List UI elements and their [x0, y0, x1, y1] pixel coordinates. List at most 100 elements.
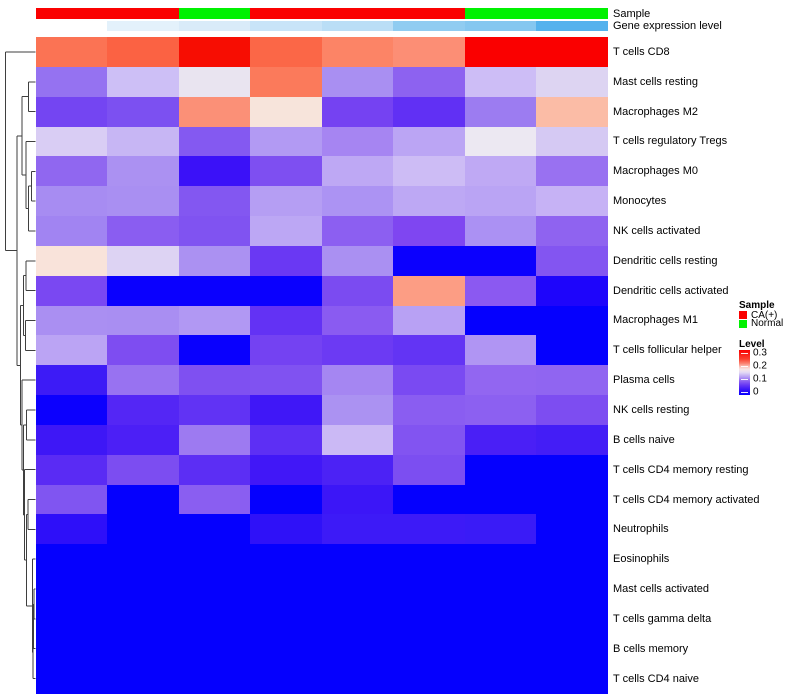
heatmap-row — [35, 424, 608, 456]
heatmap-cell — [536, 544, 608, 575]
heatmap-cell — [536, 216, 608, 247]
heatmap-cell — [321, 216, 394, 247]
heatmap-cell — [107, 544, 179, 575]
heatmap-cell — [35, 603, 108, 635]
annotation-cell — [178, 20, 251, 31]
heatmap-cell — [35, 245, 108, 277]
colorbar-tick — [741, 379, 748, 381]
row-label: Mast cells resting — [613, 75, 698, 88]
heatmap-cell — [536, 66, 608, 98]
row-label: Dendritic cells resting — [613, 254, 718, 267]
heatmap-cell — [107, 514, 179, 545]
legend-swatch — [739, 311, 747, 319]
heatmap-cell — [393, 156, 465, 187]
heatmap-cell — [250, 216, 322, 247]
heatmap-cell — [178, 514, 251, 545]
heatmap-cell — [464, 424, 537, 456]
row-label: Monocytes — [613, 195, 667, 208]
heatmap-cell — [321, 305, 394, 336]
heatmap-cell — [178, 186, 251, 217]
heatmap-row — [35, 603, 608, 635]
heatmap-cell — [321, 365, 394, 396]
heatmap-cell — [321, 484, 394, 515]
heatmap-cell — [393, 66, 465, 98]
heatmap-row — [35, 66, 608, 98]
heatmap-cell — [464, 96, 537, 127]
heatmap-cell — [321, 424, 394, 456]
heatmap-cell — [178, 245, 251, 277]
heatmap-cell — [536, 96, 608, 127]
heatmap-cell — [35, 156, 108, 187]
heatmap-row — [35, 395, 608, 426]
heatmap-row — [35, 245, 608, 277]
heatmap-cell — [393, 216, 465, 247]
heatmap-cell — [536, 186, 608, 217]
heatmap-cell — [250, 37, 322, 68]
colorbar-tick-label: 0.1 — [753, 373, 767, 385]
heatmap-cell — [107, 66, 179, 98]
heatmap-cell — [393, 186, 465, 217]
heatmap-cell — [178, 395, 251, 426]
colorbar-tick-label: 0.2 — [753, 360, 767, 372]
heatmap-cell — [464, 395, 537, 426]
heatmap-cell — [321, 663, 394, 694]
heatmap-cell — [464, 335, 537, 366]
heatmap-cell — [464, 365, 537, 396]
row-label: B cells naive — [613, 433, 675, 446]
legend-swatch — [739, 319, 747, 328]
colorbar-tick-label: 0.3 — [753, 347, 767, 359]
heatmap-cell — [393, 245, 465, 277]
annotation-cell — [35, 20, 108, 31]
heatmap-cell — [178, 633, 251, 665]
heatmap-cell — [464, 126, 537, 157]
heatmap-cell — [107, 395, 179, 426]
heatmap-cell — [107, 126, 179, 157]
annotation-cell — [464, 20, 537, 31]
heatmap-cell — [178, 126, 251, 157]
heatmap-cell — [35, 335, 108, 366]
sample-legend-title: Sample — [739, 300, 775, 311]
heatmap-cell — [464, 37, 537, 68]
heatmap-cell — [178, 305, 251, 336]
heatmap-cell — [178, 275, 251, 307]
heatmap-cell — [178, 544, 251, 575]
heatmap-cell — [107, 603, 179, 635]
heatmap-cell — [536, 454, 608, 486]
heatmap-cell — [464, 275, 537, 307]
heatmap-cell — [35, 37, 108, 68]
heatmap-cell — [35, 454, 108, 486]
heatmap-row — [35, 335, 608, 366]
heatmap-cell — [393, 96, 465, 127]
heatmap-cell — [321, 156, 394, 187]
annotation-cell — [393, 8, 465, 19]
heatmap-cell — [250, 96, 322, 127]
heatmap-cell — [536, 37, 608, 68]
heatmap-cell — [107, 574, 179, 605]
heatmap-cell — [536, 156, 608, 187]
heatmap-cell — [321, 514, 394, 545]
heatmap-cell — [35, 305, 108, 336]
heatmap-cell — [35, 186, 108, 217]
heatmap-cell — [321, 245, 394, 277]
heatmap-cell — [250, 633, 322, 665]
annotation-cell — [178, 8, 251, 19]
row-label: Dendritic cells activated — [613, 284, 729, 297]
heatmap-cell — [35, 66, 108, 98]
heatmap-cell — [35, 514, 108, 545]
heatmap-cell — [107, 156, 179, 187]
colorbar-tick — [741, 366, 748, 368]
legend-item-label: Normal — [751, 318, 784, 330]
heatmap-cell — [393, 663, 465, 694]
row-label: T cells CD4 memory resting — [613, 463, 749, 476]
heatmap-cell — [393, 484, 465, 515]
heatmap-cell — [178, 574, 251, 605]
heatmap-cell — [35, 544, 108, 575]
heatmap-cell — [35, 424, 108, 456]
heatmap-cell — [464, 454, 537, 486]
heatmap-cell — [536, 633, 608, 665]
heatmap-cell — [35, 96, 108, 127]
heatmap-cell — [107, 424, 179, 456]
heatmap-cell — [321, 186, 394, 217]
heatmap-cell — [321, 335, 394, 366]
